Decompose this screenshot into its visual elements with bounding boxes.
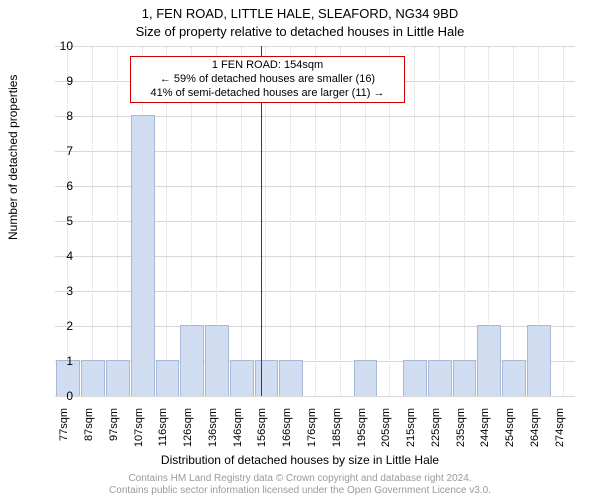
histogram-bar — [354, 360, 378, 396]
histogram-bar — [453, 360, 477, 396]
histogram-bar — [279, 360, 303, 396]
histogram-bar — [527, 325, 551, 396]
y-tick-label: 1 — [51, 354, 73, 368]
histogram-bar — [180, 325, 204, 396]
gridline-v — [513, 46, 514, 396]
y-tick-label: 5 — [51, 214, 73, 228]
y-tick-label: 10 — [51, 39, 73, 53]
gridline-v — [439, 46, 440, 396]
y-tick-label: 3 — [51, 284, 73, 298]
y-tick-label: 9 — [51, 74, 73, 88]
histogram-bar — [255, 360, 279, 396]
attribution-line2: Contains public sector information licen… — [109, 485, 491, 496]
histogram-bar — [428, 360, 452, 396]
annotation-line3: 41% of semi-detached houses are larger (… — [135, 87, 400, 101]
y-tick-label: 4 — [51, 249, 73, 263]
gridline-v — [414, 46, 415, 396]
annotation-line1: 1 FEN ROAD: 154sqm — [135, 59, 400, 73]
attribution-text: Contains HM Land Registry data © Crown c… — [0, 473, 600, 497]
histogram-bar — [131, 115, 155, 396]
annotation-box: 1 FEN ROAD: 154sqm← 59% of detached hous… — [130, 56, 405, 103]
histogram-bar — [502, 360, 526, 396]
y-tick-label: 6 — [51, 179, 73, 193]
histogram-bar — [403, 360, 427, 396]
gridline-v — [464, 46, 465, 396]
histogram-bar — [81, 360, 105, 396]
histogram-bar — [230, 360, 254, 396]
y-tick-label: 7 — [51, 144, 73, 158]
y-axis-label: Number of detached properties — [6, 75, 20, 240]
annotation-line2: ← 59% of detached houses are smaller (16… — [135, 73, 400, 87]
histogram-bar — [106, 360, 130, 396]
histogram-bar — [156, 360, 180, 396]
gridline-h — [55, 396, 575, 397]
page-title: 1, FEN ROAD, LITTLE HALE, SLEAFORD, NG34… — [0, 6, 600, 21]
y-tick-label: 2 — [51, 319, 73, 333]
histogram-bar — [477, 325, 501, 396]
histogram-bar — [205, 325, 229, 396]
gridline-v — [92, 46, 93, 396]
x-axis-label: Distribution of detached houses by size … — [0, 453, 600, 467]
gridline-v — [117, 46, 118, 396]
page-subtitle: Size of property relative to detached ho… — [0, 24, 600, 39]
gridline-v — [563, 46, 564, 396]
chart-plot-area: 1 FEN ROAD: 154sqm← 59% of detached hous… — [55, 46, 575, 396]
y-tick-label: 8 — [51, 109, 73, 123]
attribution-line1: Contains HM Land Registry data © Crown c… — [128, 473, 471, 484]
y-tick-label: 0 — [51, 389, 73, 403]
